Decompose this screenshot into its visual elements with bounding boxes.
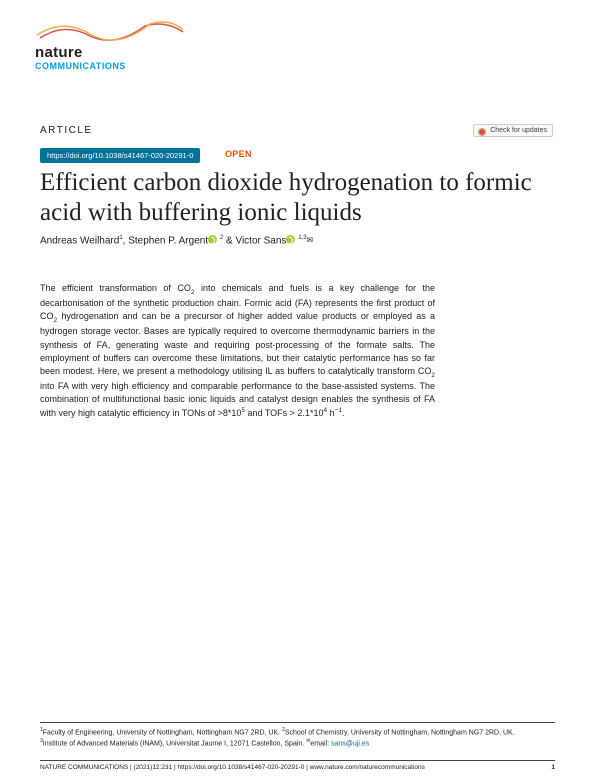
aff-text: Faculty of Engineering, University of No… [43,729,282,736]
superscript: −1 [335,407,342,414]
orcid-icon[interactable] [208,235,217,244]
abstract-text: The efficient transformation of CO [40,283,191,293]
orcid-icon[interactable] [286,235,295,244]
aff-text: Institute of Advanced Materials (INAM), … [43,740,306,747]
journal-name: nature [35,44,195,61]
author-name: Stephen P. Argent [128,235,208,246]
abstract-text: . [342,408,345,418]
page-number: 1 [551,764,555,771]
article-label: ARTICLE [40,125,93,136]
check-updates-label: Check for updates [490,127,547,134]
abstract-text: hydrogenation and can be a precursor of … [40,311,435,375]
article-title: Efficient carbon dioxide hydrogenation t… [40,168,555,227]
email-label: email: [310,740,331,747]
logo-swoosh-icon [35,20,185,42]
author-aff: 1 [119,235,122,241]
aff-text: School of Chemistry, University of Notti… [285,729,515,736]
ampersand: & [223,235,235,246]
author-name: Andreas Weilhard [40,235,119,246]
abstract-text: into FA with very high efficiency and co… [40,381,435,418]
journal-logo: nature COMMUNICATIONS [35,20,195,65]
author-list: Andreas Weilhard1, Stephen P. Argent 2 &… [40,235,313,246]
check-updates-button[interactable]: Check for updates [473,124,553,137]
footer-citation: NATURE COMMUNICATIONS | (2021)12:231 | h… [40,764,425,771]
abstract: The efficient transformation of CO 2 into… [40,282,435,420]
abstract-text: h [327,408,335,418]
doi-link[interactable]: https://doi.org/10.1038/s41467-020-20291… [40,148,200,163]
open-access-label: OPEN [225,149,252,159]
subscript: 2 [431,371,435,378]
author-name: Victor Sans [235,235,286,246]
corresponding-icon: ✉ [307,235,314,244]
abstract-text: and TOFs > 2.1*10 [245,408,323,418]
affiliations: 1Faculty of Engineering, University of N… [40,722,555,749]
journal-sub: COMMUNICATIONS [35,61,195,71]
corresponding-email[interactable]: sans@uji.es [331,740,369,747]
author-aff: 1,3 [298,235,306,241]
page-footer: NATURE COMMUNICATIONS | (2021)12:231 | h… [40,760,555,771]
